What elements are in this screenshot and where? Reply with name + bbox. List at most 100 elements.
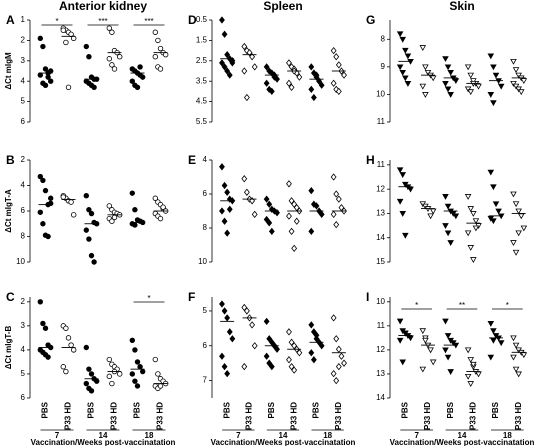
data-point	[330, 210, 337, 219]
data-point	[444, 64, 452, 71]
data-point	[464, 64, 472, 71]
data-point	[512, 201, 520, 208]
data-point	[45, 354, 51, 360]
data-point	[109, 218, 115, 224]
y-tick-label: 1	[21, 15, 26, 24]
data-point	[106, 56, 112, 62]
x-tick-label: P33 HD	[64, 402, 73, 430]
data-point	[157, 383, 164, 389]
y-tick-label: 7	[203, 376, 208, 385]
data-point	[520, 78, 528, 85]
data-point	[396, 318, 404, 325]
data-point	[243, 307, 250, 315]
data-point	[86, 236, 92, 242]
data-point	[224, 51, 231, 59]
x-tick-label: PBS	[222, 401, 231, 418]
data-point	[427, 213, 434, 220]
data-point	[111, 66, 118, 72]
data-point	[515, 230, 522, 237]
data-point	[88, 371, 95, 377]
data-point	[422, 337, 429, 344]
data-point	[335, 87, 342, 96]
data-point	[226, 328, 233, 336]
data-point	[442, 194, 449, 200]
data-point	[467, 89, 475, 96]
data-point	[291, 200, 298, 208]
data-point	[221, 217, 228, 225]
data-point	[221, 363, 228, 371]
data-point	[487, 53, 495, 60]
data-point	[335, 363, 342, 371]
y-tick-label: 1.5	[196, 36, 208, 45]
data-point	[470, 211, 477, 217]
data-point	[492, 72, 500, 79]
data-point	[160, 204, 166, 210]
data-point	[266, 67, 273, 75]
x-tick-label: PBS	[446, 401, 455, 418]
data-point	[487, 169, 495, 176]
data-point	[221, 307, 228, 315]
data-point	[444, 230, 452, 237]
data-point	[429, 359, 437, 366]
data-point	[109, 62, 115, 68]
y-tick-label: 13	[376, 209, 385, 218]
data-point	[402, 330, 409, 337]
data-point	[48, 195, 54, 201]
data-point	[266, 85, 273, 94]
data-point	[399, 211, 407, 217]
data-point	[42, 325, 49, 331]
y-tick-label: 6	[21, 393, 26, 402]
data-point	[419, 45, 427, 51]
data-point	[333, 53, 340, 61]
significance-label: *	[415, 301, 418, 310]
data-point	[330, 79, 337, 87]
data-point	[226, 205, 233, 213]
data-point	[515, 371, 522, 378]
data-point	[93, 378, 100, 384]
y-tick-label: 10	[198, 257, 207, 266]
x-tick-label: PBS	[312, 401, 321, 418]
x-axis-label: Vaccination/Weeks post-vaccinatation	[211, 438, 356, 446]
x-tick-label: PBS	[267, 401, 276, 418]
data-point	[266, 219, 273, 227]
data-point	[333, 335, 340, 343]
data-point	[497, 83, 505, 90]
data-point	[219, 300, 225, 308]
data-point	[243, 46, 250, 55]
data-point	[134, 84, 141, 91]
data-point	[68, 199, 74, 205]
data-point	[60, 364, 66, 370]
data-point	[229, 59, 236, 67]
data-point	[129, 78, 135, 84]
x-tick-label: P33 HD	[514, 402, 523, 430]
data-point	[63, 325, 69, 331]
data-point	[137, 364, 143, 370]
y-tick-label: 4	[203, 155, 208, 164]
y-tick-label: 4.5	[196, 97, 208, 106]
data-point	[137, 64, 143, 70]
data-point	[109, 29, 115, 35]
y-tick-label: 13	[376, 369, 385, 378]
significance-label: *	[147, 294, 150, 303]
data-point	[116, 54, 123, 60]
week-label: 7	[236, 431, 241, 440]
data-point	[467, 357, 475, 363]
data-point	[157, 45, 164, 52]
data-point	[313, 331, 320, 339]
data-point	[490, 100, 497, 107]
data-point	[333, 220, 340, 229]
y-tick-label: 3.5	[196, 76, 208, 85]
significance-label: ***	[144, 17, 153, 26]
data-point	[83, 192, 89, 199]
data-point	[106, 356, 112, 363]
data-point	[510, 191, 517, 198]
data-point	[65, 84, 72, 91]
data-point	[313, 71, 320, 79]
data-point	[152, 54, 158, 60]
data-point	[241, 303, 248, 312]
data-point	[318, 81, 325, 89]
y-axis-label: ΔCt mIgM	[4, 52, 13, 90]
y-axis-label: ΔCt mIgT-B	[4, 326, 13, 370]
data-point	[291, 366, 298, 374]
